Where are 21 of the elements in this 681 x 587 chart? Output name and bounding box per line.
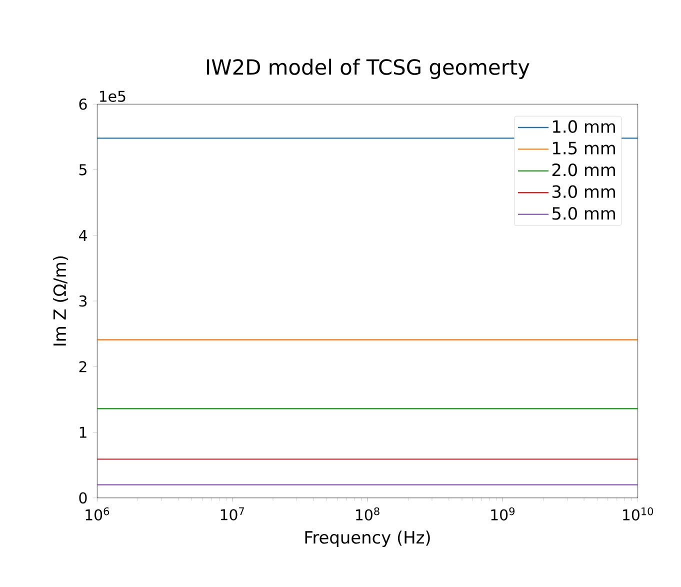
y-tick-label: 5 xyxy=(79,164,86,176)
x-tick-label: 10$^{6}$ xyxy=(86,507,110,520)
legend-label: 5.0 mm xyxy=(552,206,615,220)
y-axis-title: Im Z (Ω/m) xyxy=(52,256,68,346)
x-tick-label: 10$^{9}$ xyxy=(491,507,515,520)
y-tick-label: 1 xyxy=(80,426,86,438)
x-tick-label: 10$^{7}$ xyxy=(220,507,244,520)
legend-label: 2.0 mm xyxy=(552,163,615,176)
x-tick-label: 10$^{10}$ xyxy=(623,507,654,520)
x-axis-title: Frequency (Hz) xyxy=(305,530,430,547)
legend-label: 1.5 mm xyxy=(553,142,615,154)
legend-label: 3.0 mm xyxy=(552,185,615,198)
chart-title: IW2D model of TCSG geomerty xyxy=(207,58,530,79)
y-tick-label: 3 xyxy=(79,295,87,307)
x-tick-label: 10$^{8}$ xyxy=(356,507,380,520)
y-tick-label: 4 xyxy=(78,230,87,241)
y-tick-label: 6 xyxy=(79,98,87,110)
text: 1e5 xyxy=(100,90,126,102)
y-tick-label: 0 xyxy=(79,492,87,504)
y-tick-label: 2 xyxy=(79,361,86,372)
legend-label: 1.0 mm xyxy=(553,120,615,133)
